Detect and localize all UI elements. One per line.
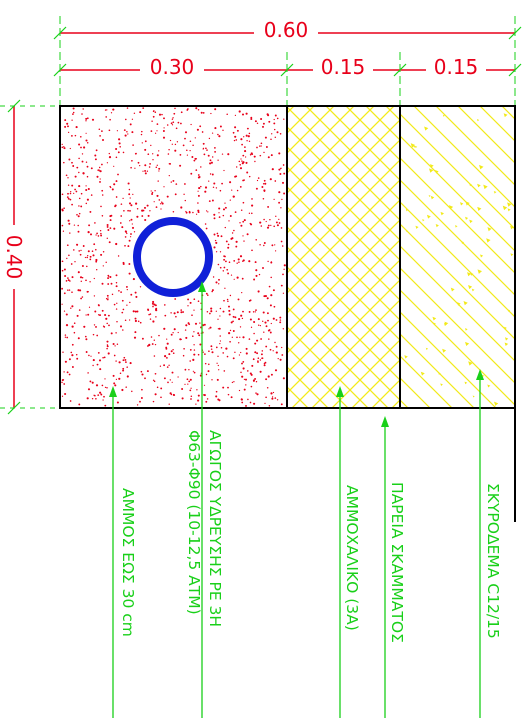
- width-concrete-label: 0.15: [434, 55, 479, 79]
- sand-dots: [61, 107, 286, 407]
- total-width-label: 0.60: [264, 18, 309, 42]
- dimension-total-width: 0.60: [53, 16, 522, 105]
- height-label: 0.40: [2, 235, 26, 280]
- section-outline: [59, 105, 516, 522]
- leader-lines: [109, 281, 484, 718]
- dimension-partial-widths: 0.30 0.15 0.15: [53, 52, 522, 105]
- label-gravel: ΑΜΜΟΧΑΛΙΚΟ (3Α): [343, 485, 361, 631]
- water-pipe: [133, 217, 213, 297]
- label-sand: ΑΜΜΟΣ ΕΩΣ 30 cm: [119, 488, 137, 637]
- label-concrete: ΣΚΥΡΟΔΕΜΑ C12/15: [484, 483, 502, 639]
- label-pipe-line1: ΑΓΩΓΟΣ ΥΔΡΕΥΣΗΣ ΡΕ 3Η: [206, 430, 224, 627]
- concrete-aggregate-marks: [404, 113, 514, 406]
- dimension-height: 0.40: [0, 99, 58, 415]
- concrete-zone: [400, 106, 515, 408]
- width-gravel-label: 0.15: [321, 55, 366, 79]
- width-sand-label: 0.30: [150, 55, 195, 79]
- label-trench-edge: ΠΑΡΕΙΑ ΣΚΑΜΜΑΤΟΣ: [388, 482, 406, 643]
- gravel-zone: [287, 106, 400, 408]
- label-pipe-line2: Φ63-Φ90 (10-12,5 ΑΤΜ): [185, 430, 203, 615]
